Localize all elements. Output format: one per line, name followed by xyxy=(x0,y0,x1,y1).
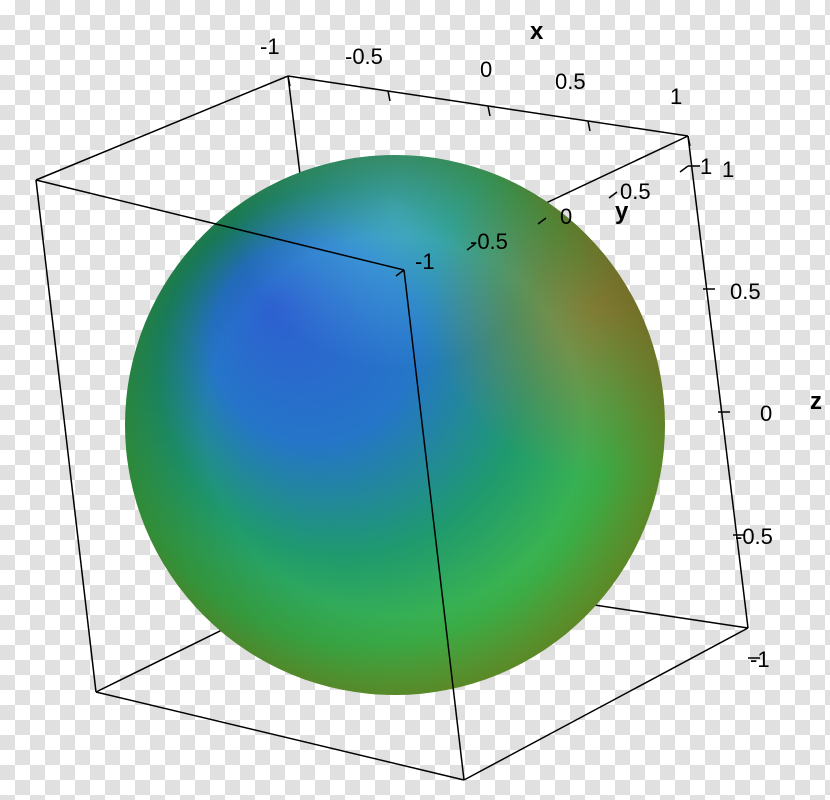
sphere-surface xyxy=(125,155,665,695)
y-tick-label: 0 xyxy=(560,204,572,230)
x-tick-mark xyxy=(388,91,390,101)
y-tick-label: 1 xyxy=(700,154,712,180)
x-tick-label: -1 xyxy=(260,34,280,60)
z-axis-label: z xyxy=(810,388,822,416)
z-tick-label: -0.5 xyxy=(735,524,773,550)
x-tick-label: -0.5 xyxy=(345,44,383,70)
z-tick-label: 0 xyxy=(760,401,772,427)
x-tick-label: 1 xyxy=(670,84,682,110)
y-tick-mark xyxy=(680,166,688,172)
z-tick-label: -1 xyxy=(750,647,770,673)
x-tick-label: 0.5 xyxy=(555,69,586,95)
z-tick-label: 1 xyxy=(722,157,734,183)
3d-plot-canvas xyxy=(0,0,830,800)
y-tick-label: -1 xyxy=(415,249,435,275)
x-tick-label: 0 xyxy=(480,57,492,83)
x-tick-mark xyxy=(588,121,590,131)
y-tick-label: 0.5 xyxy=(620,179,651,205)
y-tick-label: -0.5 xyxy=(470,229,508,255)
x-tick-mark xyxy=(488,106,490,116)
x-axis-label: x xyxy=(530,18,543,46)
z-tick-label: 0.5 xyxy=(730,279,761,305)
